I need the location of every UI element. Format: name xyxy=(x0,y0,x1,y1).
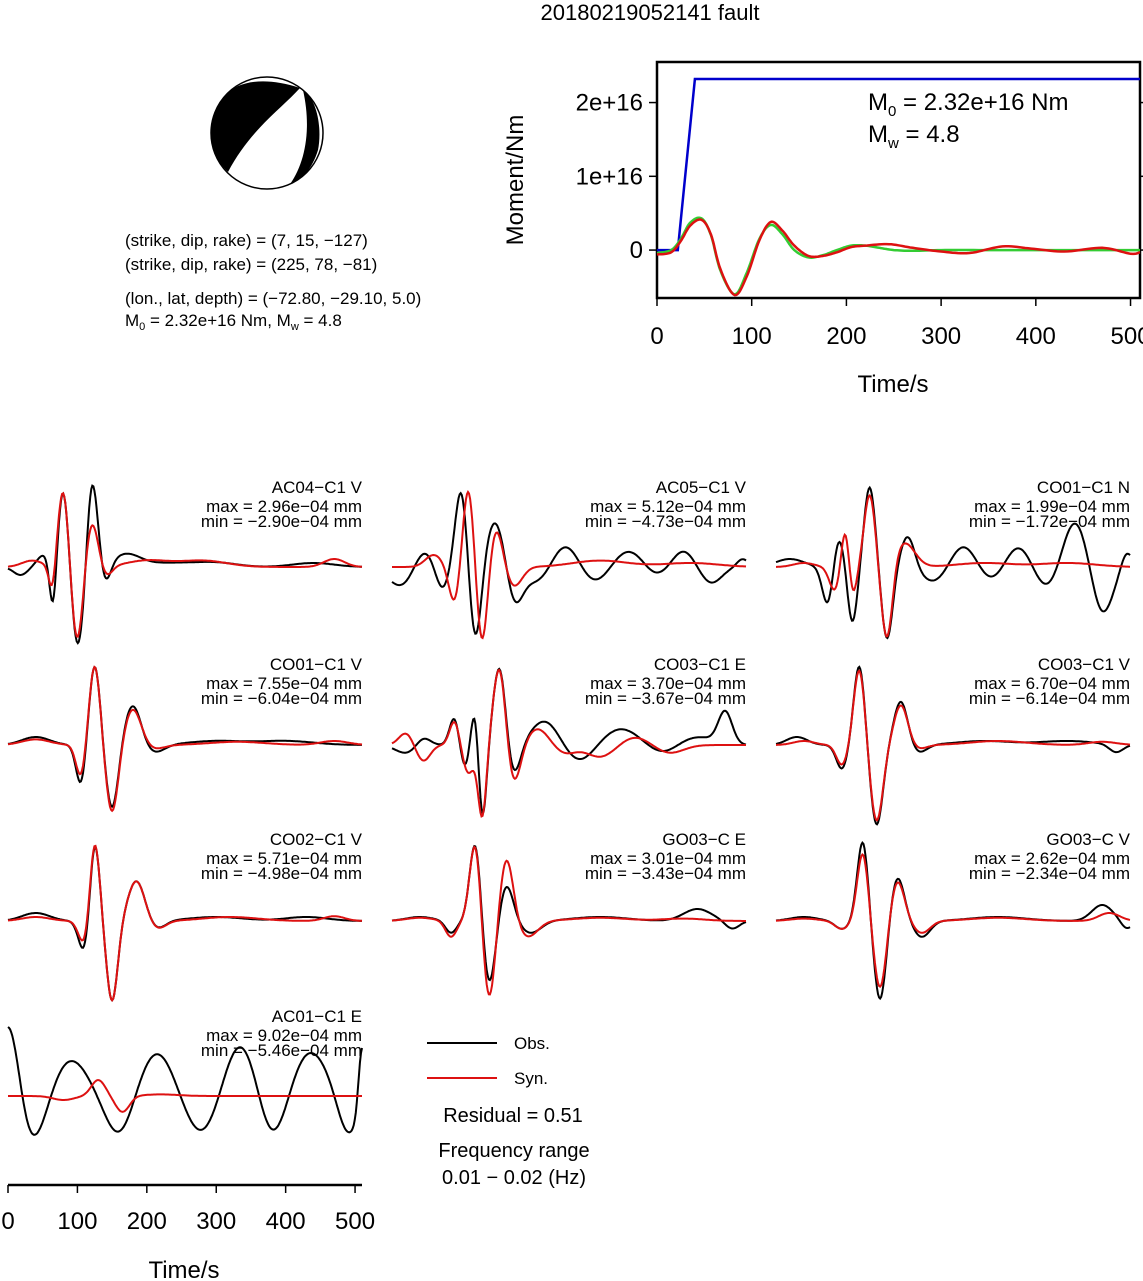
station-max: max = 2.96e−04 mm xyxy=(206,497,362,516)
station-label: CO01−C1 V xyxy=(270,655,363,674)
figure-title: 20180219052141 fault xyxy=(541,0,760,25)
station-max: max = 1.99e−04 mm xyxy=(974,497,1130,516)
station-min: min = −2.90e−04 mm xyxy=(201,512,362,531)
mechanism-line-1: (strike, dip, rake) = (7, 15, −127) xyxy=(125,231,368,250)
moment-ytick-label: 0 xyxy=(630,237,643,264)
moment-xtick-label: 100 xyxy=(732,323,772,350)
station-label: CO03−C1 V xyxy=(1038,655,1131,674)
waveform-xtick-label: 400 xyxy=(266,1208,306,1235)
synthetic-trace xyxy=(7,491,363,638)
moment-ytick-label: 2e+16 xyxy=(576,90,643,117)
observed-trace xyxy=(775,485,1131,640)
waveform-xtick-label: 300 xyxy=(196,1208,236,1235)
mechanism-line-2: (strike, dip, rake) = (225, 78, −81) xyxy=(125,255,377,274)
frequency-range-label: Frequency range xyxy=(438,1140,589,1162)
station-max: max = 3.70e−04 mm xyxy=(590,674,746,693)
moment-chart-xlabel: Time/s xyxy=(857,371,928,398)
station-min: min = −2.34e−04 mm xyxy=(969,864,1130,883)
observed-trace xyxy=(7,1026,363,1136)
moment-cumulative-line xyxy=(657,77,1140,252)
station-label: GO03−C V xyxy=(1046,830,1130,849)
moment-chart-ticks: 0 1e+16 2e+16 0 100 200 300 400 500 xyxy=(576,90,1143,350)
moment-chart: 0 1e+16 2e+16 0 100 200 300 400 500 Moment/Nm Ti… xyxy=(502,60,1143,398)
synthetic-trace xyxy=(391,668,746,818)
mechanism-moment-line: M0 = 2.32e+16 Nm, Mw = 4.8 xyxy=(125,311,342,333)
waveform-xtick-label: 0 xyxy=(1,1208,14,1235)
moment-xtick-label: 400 xyxy=(1016,323,1056,350)
synthetic-trace xyxy=(776,669,1131,822)
observed-trace xyxy=(391,491,747,635)
station-max: max = 3.01e−04 mm xyxy=(590,849,746,868)
station-max: max = 6.70e−04 mm xyxy=(974,674,1130,693)
synthetic-trace xyxy=(775,852,1131,989)
station-min: min = −6.14e−04 mm xyxy=(969,689,1130,708)
station-max: max = 7.55e−04 mm xyxy=(206,674,362,693)
moment-chart-m0: M0 = 2.32e+16 Nm xyxy=(868,89,1068,120)
moment-rate-red-line xyxy=(656,218,1141,297)
moment-xtick-label: 500 xyxy=(1111,323,1143,350)
mechanism-info: (strike, dip, rake) = (7, 15, −127) (str… xyxy=(125,231,421,333)
observed-trace xyxy=(391,667,747,816)
mechanism-line-3: (lon., lat, depth) = (−72.80, −29.10, 5.… xyxy=(125,289,421,308)
legend: Obs. Syn. xyxy=(427,1034,550,1088)
station-label: AC04−C1 V xyxy=(272,478,363,497)
moment-ytick-label: 1e+16 xyxy=(576,163,643,190)
station-min: min = −6.04e−04 mm xyxy=(201,689,362,708)
station-min: min = −3.43e−04 mm xyxy=(585,864,746,883)
station-max: max = 2.62e−04 mm xyxy=(974,849,1130,868)
synthetic-trace xyxy=(391,845,746,996)
station-label: AC01−C1 E xyxy=(272,1007,362,1026)
station-label: CO01−C1 N xyxy=(1037,478,1130,497)
station-label: GO03−C E xyxy=(662,830,746,849)
synthetic-trace xyxy=(7,844,363,1003)
synthetic-trace xyxy=(776,493,1130,638)
moment-chart-series xyxy=(656,77,1141,297)
moment-xtick-label: 0 xyxy=(650,323,663,350)
synthetic-trace xyxy=(392,489,747,640)
focal-mechanism-beachball xyxy=(210,76,324,190)
frequency-range-value: 0.01 − 0.02 (Hz) xyxy=(442,1167,586,1189)
moment-rate-green-line xyxy=(656,216,1140,296)
station-min: min = −4.98e−04 mm xyxy=(201,864,362,883)
station-min: min = −4.73e−04 mm xyxy=(585,512,746,531)
moment-chart-mw: Mw = 4.8 xyxy=(868,121,960,152)
synthetic-trace xyxy=(7,665,363,813)
moment-chart-frame xyxy=(655,60,1142,300)
residual-text: Residual = 0.51 xyxy=(443,1105,583,1127)
waveform-xtick-label: 100 xyxy=(57,1208,97,1235)
moment-xtick-label: 200 xyxy=(826,323,866,350)
station-min: min = −3.67e−04 mm xyxy=(585,689,746,708)
waveform-x-axis: 0 100 200 300 400 500 xyxy=(1,1183,375,1235)
station-label: AC05−C1 V xyxy=(656,478,747,497)
station-max: max = 9.02e−04 mm xyxy=(206,1026,362,1045)
moment-xtick-label: 300 xyxy=(921,323,961,350)
station-min: min = −1.72e−04 mm xyxy=(969,512,1130,531)
station-label: CO02−C1 V xyxy=(270,830,363,849)
waveform-xlabel: Time/s xyxy=(148,1257,219,1281)
moment-chart-ylabel: Moment/Nm xyxy=(502,115,529,246)
station-max: max = 5.71e−04 mm xyxy=(206,849,362,868)
synthetic-trace xyxy=(8,1079,362,1113)
station-min: min = −5.46e−04 mm xyxy=(201,1041,362,1060)
station-max: max = 5.12e−04 mm xyxy=(590,497,746,516)
legend-obs-label: Obs. xyxy=(514,1034,550,1053)
waveform-xtick-label: 200 xyxy=(127,1208,167,1235)
legend-syn-label: Syn. xyxy=(514,1069,548,1088)
waveform-xtick-label: 500 xyxy=(335,1208,375,1235)
station-label: CO03−C1 E xyxy=(654,655,746,674)
